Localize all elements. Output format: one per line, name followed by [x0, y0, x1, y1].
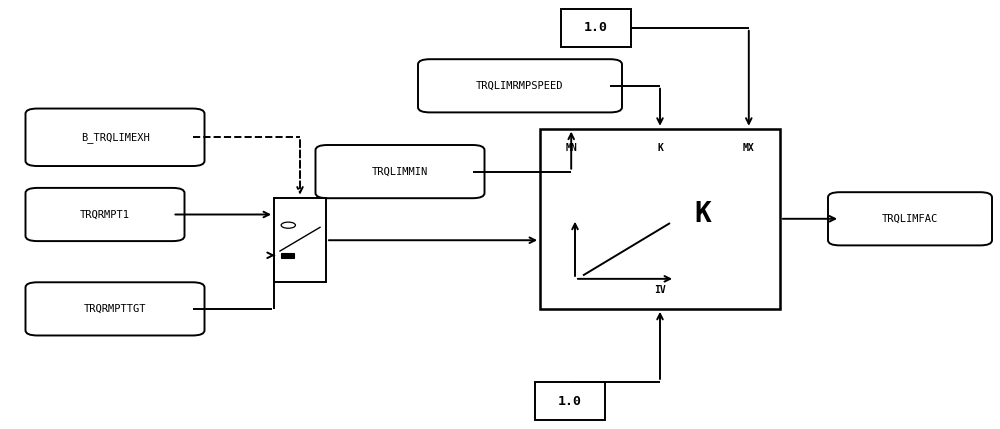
FancyBboxPatch shape — [828, 192, 992, 245]
FancyBboxPatch shape — [418, 59, 622, 112]
Text: K: K — [695, 200, 712, 229]
FancyBboxPatch shape — [25, 188, 184, 241]
Text: TRQRMPT1: TRQRMPT1 — [80, 209, 130, 220]
Bar — [535, 382, 605, 420]
Text: MX: MX — [743, 143, 755, 153]
Text: 1.0: 1.0 — [558, 395, 582, 408]
Text: 1.0: 1.0 — [584, 21, 608, 34]
Bar — [274, 198, 326, 282]
Text: TRQLIMMIN: TRQLIMMIN — [372, 166, 428, 177]
Text: TRQLIMRMPSPEED: TRQLIMRMPSPEED — [476, 81, 564, 91]
Text: MN: MN — [565, 143, 577, 153]
Text: B_TRQLIMEXH: B_TRQLIMEXH — [81, 132, 149, 143]
FancyBboxPatch shape — [316, 145, 484, 198]
FancyBboxPatch shape — [26, 109, 205, 166]
Text: K: K — [657, 143, 663, 153]
Bar — [561, 9, 631, 47]
FancyBboxPatch shape — [26, 282, 205, 335]
Text: TRQLIMFAC: TRQLIMFAC — [882, 214, 938, 224]
Bar — [540, 129, 780, 309]
Bar — [281, 253, 294, 258]
Text: TRQRMPTTGT: TRQRMPTTGT — [84, 304, 146, 314]
Text: IV: IV — [654, 284, 666, 295]
